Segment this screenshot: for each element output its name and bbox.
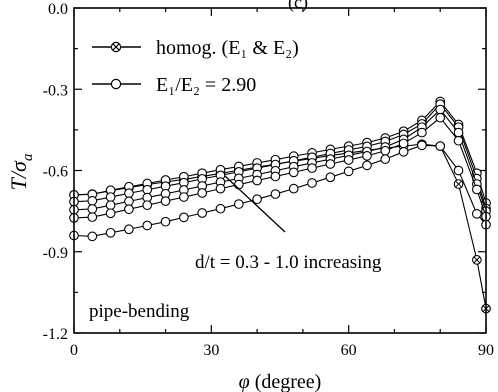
data-point <box>270 189 281 199</box>
data-point <box>215 203 226 214</box>
y-axis-subscript: a <box>20 154 36 162</box>
x-tick-label: 60 <box>341 342 357 359</box>
data-point <box>307 163 317 173</box>
plot-frame <box>73 7 487 334</box>
axis-labels-layer: 0 30 60 90 0.0 -0.3 -0.6 -0.9 -1.2 φ (degree) T/σa <box>6 1 494 392</box>
data-point <box>380 145 391 156</box>
y-tick-label: -0.9 <box>43 245 68 262</box>
data-point <box>87 204 98 214</box>
data-point <box>362 160 372 171</box>
legend-label-homog: homog. (E₁ & E₂) <box>156 37 299 59</box>
series-line <box>73 143 487 309</box>
data-point <box>417 140 427 151</box>
data-point <box>307 178 317 188</box>
data-point <box>398 146 409 157</box>
data-point <box>105 192 116 202</box>
y-tick-label: -1.2 <box>43 326 68 343</box>
data-point <box>325 159 336 169</box>
data-point <box>471 208 482 219</box>
data-point <box>197 208 208 218</box>
annotation-arrow-text: d/t = 0.3 - 1.0 increasing <box>195 252 382 273</box>
x-tick-label: 90 <box>478 342 494 359</box>
x-tick-label: 0 <box>70 342 78 359</box>
y-axis-main: T/σ <box>6 160 31 190</box>
x-axis-symbol: φ <box>239 371 250 392</box>
legend-label-ratio: E₁/E₂ = 2.90 <box>156 74 256 96</box>
panel-label: (c) <box>288 0 308 13</box>
data-point <box>435 141 446 151</box>
legend-background <box>86 30 342 100</box>
annotation-arrow-line <box>224 175 286 233</box>
data-point <box>124 204 134 215</box>
data-point <box>325 172 336 183</box>
data-point <box>160 216 171 227</box>
data-point <box>453 127 464 138</box>
y-tick-label: 0.0 <box>48 1 68 18</box>
data-point <box>179 192 189 202</box>
marker-cross <box>455 180 462 188</box>
data-point <box>105 227 116 238</box>
data-point <box>417 127 427 138</box>
data-point <box>179 212 189 223</box>
y-tick-label: -0.6 <box>43 164 68 181</box>
data-point <box>124 224 134 235</box>
data-point <box>233 179 244 190</box>
data-point <box>105 208 116 219</box>
data-point <box>87 195 98 206</box>
data-point <box>288 167 299 178</box>
data-point <box>142 200 153 211</box>
data-point-homog <box>471 255 482 265</box>
data-point <box>343 166 354 177</box>
data-point <box>105 200 116 211</box>
data-point <box>252 175 262 186</box>
data-point <box>453 165 464 176</box>
marker-cross <box>473 256 481 264</box>
legend-marker-homog <box>110 41 122 53</box>
data-point <box>233 199 244 209</box>
data-point <box>252 194 262 205</box>
data-point <box>343 155 354 165</box>
annotation-case-label: pipe-bending <box>89 301 190 322</box>
y-axis-label: T/σa <box>6 154 36 191</box>
data-point <box>362 151 372 161</box>
data-point <box>453 135 464 146</box>
legend: homog. (E₁ & E₂) E₁/E₂ = 2.90 <box>86 30 342 100</box>
data-point <box>471 184 482 195</box>
data-point <box>197 188 208 198</box>
x-axis-label: φ (degree) <box>239 371 322 392</box>
data-point <box>87 231 98 242</box>
data-point <box>270 171 281 182</box>
data-point <box>142 220 153 231</box>
data-point <box>124 188 134 199</box>
series-layer <box>69 96 491 314</box>
data-point <box>380 154 391 164</box>
data-point <box>160 196 171 206</box>
data-point-homog <box>453 179 464 189</box>
data-point <box>288 183 299 194</box>
data-point <box>435 112 446 123</box>
data-point <box>215 183 226 194</box>
x-tick-label: 30 <box>203 342 219 359</box>
legend-marker-ratio <box>110 78 122 90</box>
data-point <box>87 212 98 222</box>
data-point <box>398 138 409 149</box>
y-tick-label: -0.3 <box>43 82 68 99</box>
x-axis-unit: (degree) <box>250 371 322 392</box>
data-point <box>435 104 446 115</box>
